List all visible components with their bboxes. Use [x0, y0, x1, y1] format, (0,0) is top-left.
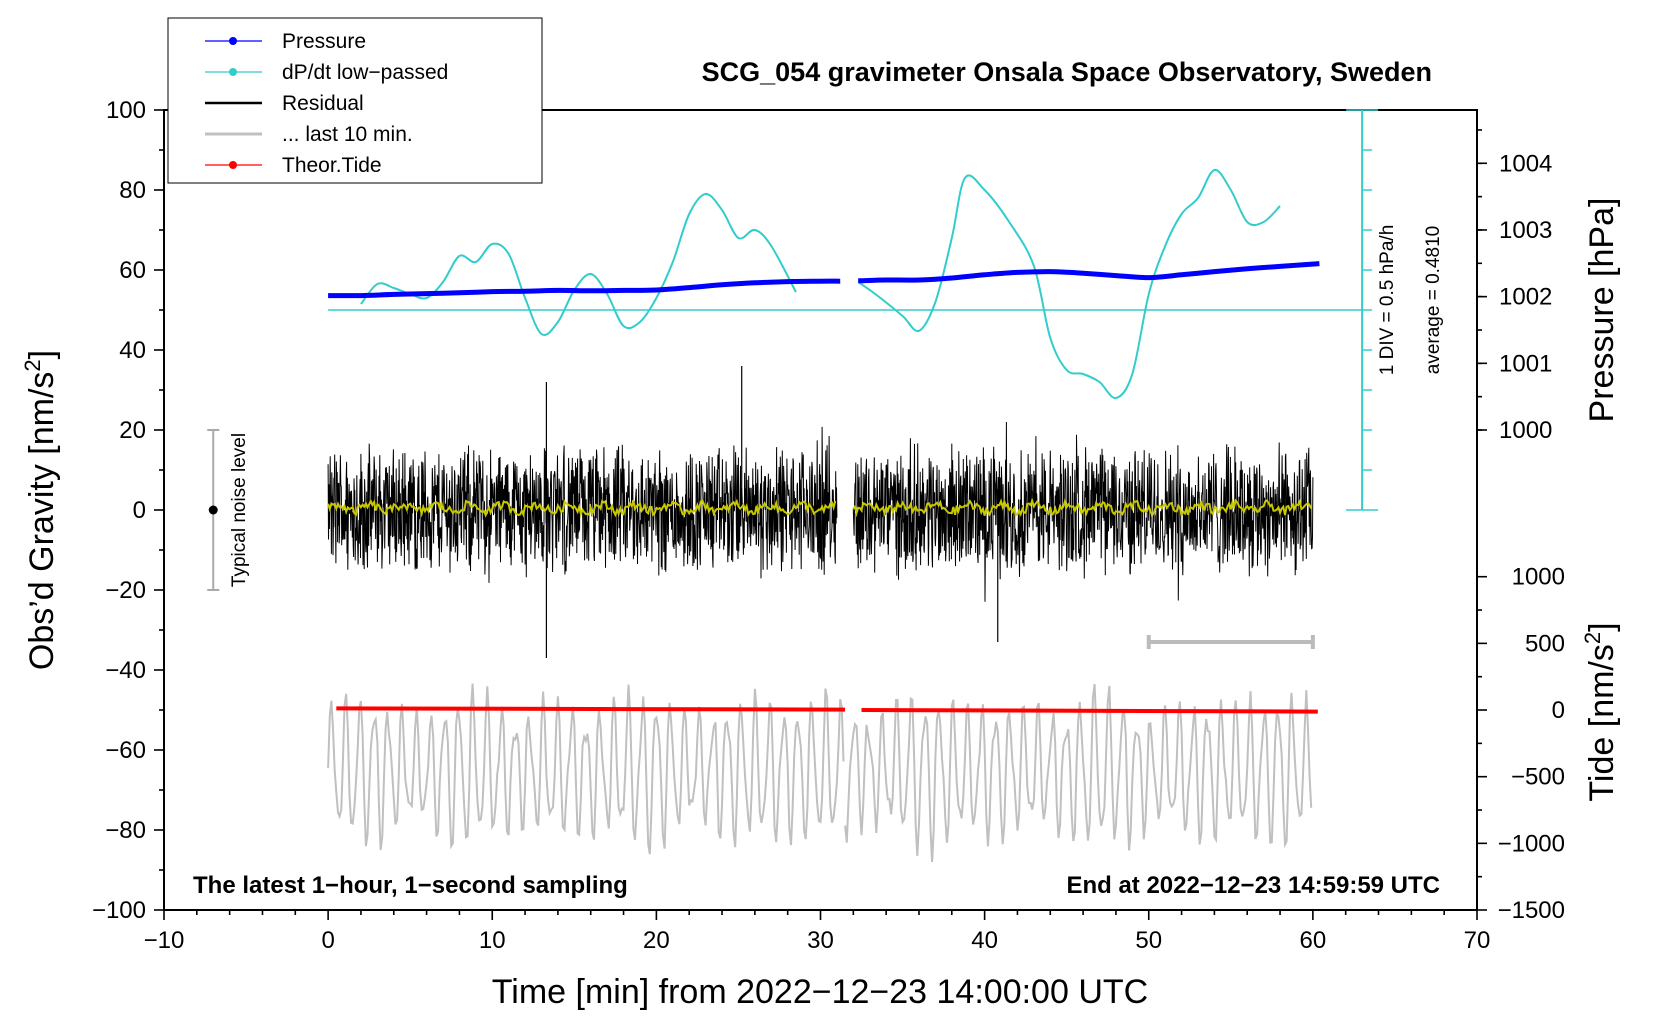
dpdt-lowpassed-series: [360, 168, 1281, 400]
left-tick-label: −40: [105, 657, 146, 684]
left-tick-label: 80: [119, 177, 146, 204]
left-tick-label: −60: [105, 737, 146, 764]
x-tick-label: −10: [144, 927, 185, 954]
average-label: average = 0.4810: [1423, 226, 1444, 374]
pressure-tick-label: 1001: [1499, 350, 1552, 377]
pressure-line: [858, 261, 1320, 284]
left-axis-title: Obs’d Gravity [nm/s2]: [20, 350, 61, 670]
tide-tick-label: 0: [1552, 697, 1565, 724]
pressure-line: [328, 278, 841, 299]
pressure-series: [328, 261, 1320, 299]
tide-axis-ticks: −1500 −1000 −500 0 500 1000: [1477, 564, 1565, 924]
noise-bar-center: [208, 505, 218, 515]
x-tick-label: 50: [1135, 927, 1162, 954]
left-tick-label: 40: [119, 337, 146, 364]
pressure-tick-label: 1003: [1499, 217, 1552, 244]
legend-label: Residual: [282, 92, 364, 115]
residual-mean-series: [327, 497, 1313, 518]
theor-tide-series: [336, 706, 1318, 714]
pressure-axis-ticks: 1000 1001 1002 1003 1004: [1476, 110, 1552, 444]
bottom-right-note: End at 2022−12−23 14:59:59 UTC: [1066, 872, 1440, 899]
left-tick-label: 100: [106, 97, 146, 124]
tide-tick-label: −1000: [1498, 830, 1565, 857]
left-tick-label: 60: [119, 257, 146, 284]
x-tick-label: 70: [1464, 927, 1491, 954]
noise-label: Typical noise level: [229, 433, 250, 587]
x-tick-label: 0: [321, 927, 334, 954]
theor-tide-line: [336, 706, 846, 712]
left-axis-ticks: −100 −80 −60 −40 −20 0 20 40 60 80 100: [92, 97, 164, 924]
x-tick-label: 60: [1300, 927, 1327, 954]
annotations: [207, 109, 1379, 649]
x-tick-label: 30: [807, 927, 834, 954]
theor-tide-line: [861, 708, 1318, 714]
left-tick-label: −80: [105, 817, 146, 844]
left-tick-label: 0: [133, 497, 146, 524]
legend-label: dP/dt low−passed: [282, 61, 448, 84]
left-tick-label: 20: [119, 417, 146, 444]
residual-series: [327, 366, 1314, 658]
tide-axis-title: Tide [nm/s2]: [1580, 622, 1621, 801]
residual-mean-line: [327, 497, 837, 518]
legend-marker: [229, 161, 237, 169]
last-10-min-series: [327, 683, 1313, 863]
last-10-min-line: [844, 683, 1313, 863]
legend-marker: [229, 37, 237, 45]
x-axis-ticks: −10 0 10 20 30 40 50 60 70: [144, 910, 1491, 954]
pressure-axis-title: Pressure [hPa]: [1583, 198, 1621, 423]
tide-tick-label: −500: [1511, 764, 1565, 791]
left-tick-label: −100: [92, 897, 146, 924]
chart-title: SCG_054 gravimeter Onsala Space Observat…: [702, 57, 1432, 87]
x-axis-title: Time [min] from 2022−12−23 14:00:00 UTC: [492, 973, 1148, 1011]
residual-mean-line: [852, 497, 1313, 518]
tide-tick-label: 500: [1525, 630, 1565, 657]
tide-tick-label: 1000: [1512, 564, 1565, 591]
pressure-tick-label: 1002: [1499, 284, 1552, 311]
legend-items: Pressure dP/dt low−passed Residual ... last…: [205, 30, 448, 177]
dpdt-line: [857, 168, 1281, 400]
x-tick-label: 10: [479, 927, 506, 954]
legend-label: ... last 10 min.: [282, 123, 413, 146]
dpdt-line: [360, 193, 797, 336]
left-tick-label: −20: [105, 577, 146, 604]
x-tick-label: 40: [971, 927, 998, 954]
x-tick-label: 20: [643, 927, 670, 954]
legend: Pressure dP/dt low−passed Residual ... last…: [167, 17, 543, 184]
tide-tick-label: −1500: [1498, 897, 1565, 924]
legend-label: Theor.Tide: [282, 154, 382, 177]
legend-marker: [229, 68, 237, 76]
pressure-tick-label: 1004: [1499, 150, 1552, 177]
legend-label: Pressure: [282, 30, 366, 53]
bottom-left-note: The latest 1−hour, 1−second sampling: [193, 872, 628, 899]
div-label: 1 DIV = 0.5 hPa/h: [1377, 225, 1398, 376]
pressure-tick-label: 1000: [1499, 417, 1552, 444]
legend-box: [167, 17, 543, 184]
last-10-min-line: [327, 683, 845, 855]
